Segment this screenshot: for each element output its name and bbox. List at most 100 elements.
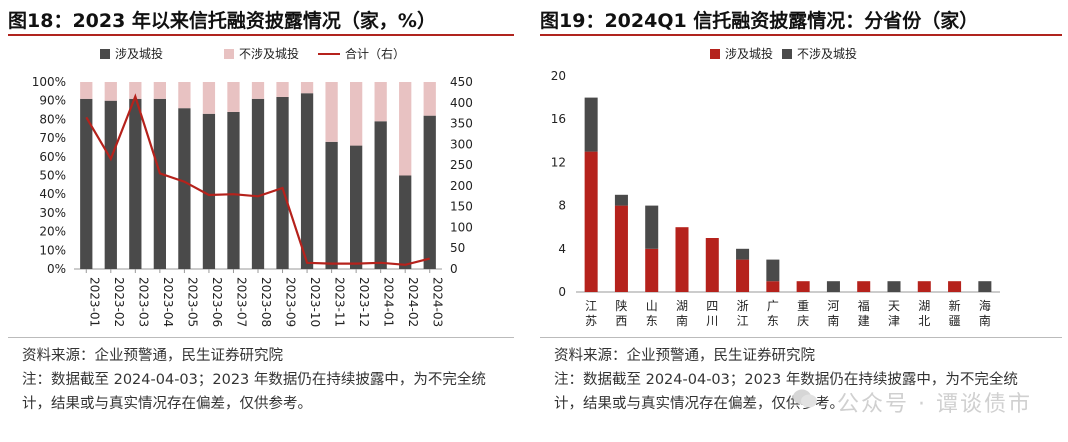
legend-label: 不涉及城投 (239, 46, 299, 61)
x-tick-label: 四 (706, 299, 718, 313)
bar-segment-urban (202, 113, 216, 269)
y-left-tick-label: 10% (39, 243, 66, 257)
x-tick-label: 2024-01 (382, 277, 396, 327)
y-right-tick-label: 450 (450, 75, 473, 89)
left-chart-title: 图18：2023 年以来信托融资披露情况（家，%） (8, 10, 436, 32)
x-tick-label: 2023-10 (308, 277, 322, 327)
bar-segment-non-urban (766, 259, 780, 282)
bar-segment-non-urban (584, 97, 598, 152)
y-right-tick-label: 100 (450, 220, 473, 234)
x-tick-label: 苏 (585, 314, 597, 328)
bar-segment-non-urban (129, 82, 142, 99)
right-source-note: 资料来源：企业预警通，民生证券研究院 (554, 348, 815, 364)
left-legend: 涉及城投 不涉及城投 合计（右） (100, 46, 405, 61)
x-tick-label: 2023-07 (234, 277, 248, 327)
bar-segment-urban (614, 205, 628, 292)
bar-segment-non-urban (374, 82, 387, 122)
left-panel: 图18：2023 年以来信托融资披露情况（家，%） 涉及城投 不涉及城投 合计（右）… (0, 0, 520, 442)
x-tick-label: 湖 (918, 298, 930, 313)
bar-segment-non-urban (153, 82, 166, 99)
bar-segment-non-urban (227, 82, 240, 112)
y-left-tick-label: 50% (39, 169, 66, 183)
x-tick-label: 山 (646, 299, 658, 313)
left-source-note: 资料来源：企业预警通，民生证券研究院 (22, 348, 283, 364)
y-tick-label: 4 (558, 242, 566, 256)
y-tick-label: 16 (551, 112, 566, 126)
bar-segment-urban (325, 141, 338, 269)
x-tick-label: 川 (706, 314, 718, 328)
x-tick-label: 南 (979, 313, 991, 328)
y-left-tick-label: 40% (39, 187, 66, 201)
x-tick-label: 2024-03 (431, 277, 445, 327)
bar-segment-non-urban (80, 82, 93, 99)
y-right-tick-label: 300 (450, 137, 473, 151)
x-tick-label: 2023-09 (284, 277, 298, 327)
y-right-tick-label: 50 (450, 241, 465, 255)
bar-segment-urban (129, 98, 142, 269)
bar-segment-urban (675, 227, 689, 292)
y-left-tick-label: 80% (39, 112, 66, 126)
bar-segment-urban (705, 238, 719, 292)
x-tick-label: 江 (737, 314, 749, 328)
bar-segment-non-urban (178, 82, 191, 109)
left-chart: 涉及城投 不涉及城投 合计（右） 0% 10% 20% 30% 40% 50% 60% 70% 80%… (32, 46, 473, 327)
x-tick-label: 津 (888, 314, 900, 328)
x-tick-label: 东 (767, 314, 779, 328)
bar-segment-urban (153, 98, 166, 269)
bar-segment-urban (645, 248, 659, 292)
right-chart-title: 图19：2024Q1 信托融资披露情况：分省份（家） (540, 10, 979, 32)
right-chart: 涉及城投 不涉及城投048121620江苏陕西山东湖南四川浙江广东重庆河南福建天津… (551, 46, 1000, 328)
x-tick-label: 2024-02 (406, 277, 420, 327)
x-tick-label: 天 (888, 299, 900, 313)
right-panel: 图19：2024Q1 信托融资披露情况：分省份（家） 涉及城投 不涉及城投 0 4 8 1… (532, 0, 1068, 442)
y-tick-label: 0 (558, 285, 566, 299)
x-tick-label: 新 (949, 298, 961, 313)
x-tick-label: 建 (858, 314, 870, 328)
y-left-tick-label: 20% (39, 225, 66, 239)
legend-label: 不涉及城投 (797, 46, 857, 61)
bar-segment-non-urban (736, 248, 750, 260)
left-note-rule (8, 337, 514, 338)
legend-swatch (100, 49, 110, 59)
left-note-line-1: 注：数据截至 2024-04-03；2023 年数据仍在持续披露中，为不完全统 (22, 372, 486, 388)
x-tick-label: 西 (615, 314, 627, 328)
bar-segment-non-urban (423, 82, 436, 116)
y-left-tick-label: 30% (39, 206, 66, 220)
legend-swatch (782, 49, 792, 59)
x-tick-label: 疆 (949, 314, 961, 328)
y-tick-label: 20 (551, 69, 566, 83)
y-right-tick-label: 0 (450, 262, 458, 276)
x-tick-label: 2023-03 (136, 277, 150, 327)
bar-segment-urban (796, 281, 810, 292)
watermark: 公众号 · 谭谈债市 (837, 392, 1032, 417)
x-tick-label: 2023-11 (333, 277, 347, 327)
series-line-total (85, 93, 430, 266)
x-tick-label: 南 (827, 313, 839, 328)
right-title-rule (540, 34, 1062, 36)
bar-segment-urban (584, 151, 598, 292)
x-tick-label: 北 (918, 314, 930, 328)
y-left-tick-label: 60% (39, 150, 66, 164)
legend-label: 涉及城投 (725, 46, 773, 61)
y-left-tick-label: 100% (32, 75, 66, 89)
bar-segment-non-urban (202, 82, 216, 114)
x-tick-label: 2023-05 (185, 277, 199, 327)
right-note-rule (540, 337, 1062, 338)
y-right-tick-label: 350 (450, 117, 473, 131)
bar-segment-non-urban (826, 281, 840, 292)
bar-segment-non-urban (251, 82, 265, 99)
x-tick-label: 海 (979, 298, 991, 313)
x-tick-label: 南 (676, 313, 688, 328)
x-tick-label: 2023-02 (112, 277, 126, 327)
bar-segment-urban (399, 175, 412, 269)
legend-label: 合计（右） (345, 46, 405, 61)
x-tick-label: 江 (585, 299, 597, 313)
x-tick-label: 陕 (615, 298, 627, 313)
bar-segment-non-urban (325, 82, 338, 142)
y-right-tick-label: 150 (450, 200, 473, 214)
bar-segment-non-urban (300, 82, 314, 94)
bar-segment-urban (178, 108, 191, 270)
bar-segment-urban (948, 281, 962, 292)
bar-segment-urban (374, 121, 387, 270)
y-left-tick-label: 0% (47, 262, 66, 276)
